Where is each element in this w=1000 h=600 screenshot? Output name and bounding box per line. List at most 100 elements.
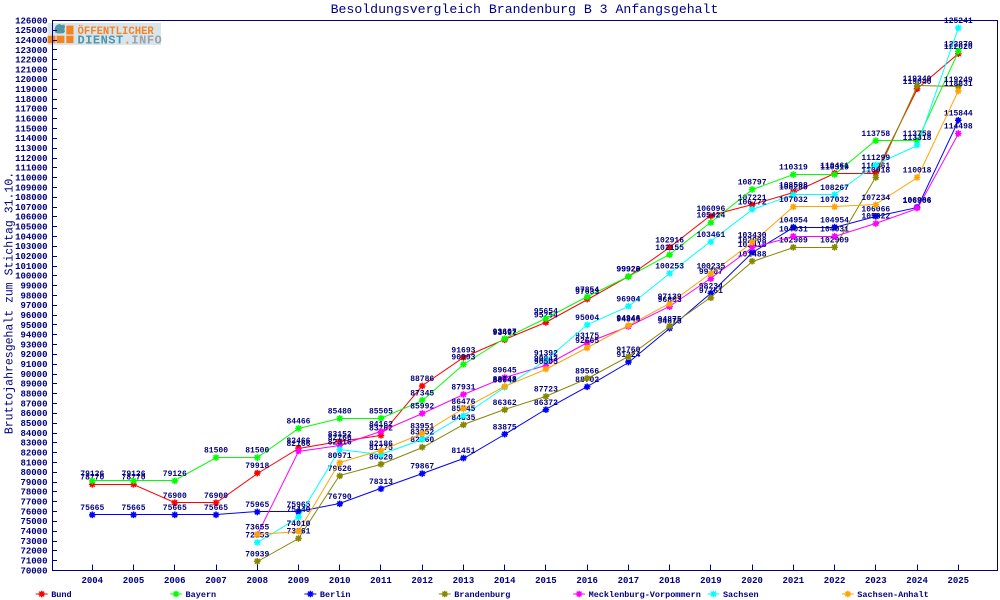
svg-text:120000: 120000: [15, 75, 47, 85]
svg-text:2022: 2022: [824, 576, 846, 586]
svg-text:2012: 2012: [411, 576, 433, 586]
svg-text:89000: 89000: [20, 380, 47, 390]
svg-text:DIENST.INFO: DIENST.INFO: [78, 34, 163, 48]
svg-text:106772: 106772: [738, 198, 767, 207]
svg-text:93607: 93607: [493, 328, 517, 337]
svg-text:103430: 103430: [738, 231, 767, 240]
svg-text:97000: 97000: [20, 301, 47, 311]
svg-text:108267: 108267: [820, 184, 849, 193]
svg-text:Brandenburg: Brandenburg: [454, 590, 510, 600]
svg-text:119340: 119340: [903, 75, 932, 84]
svg-text:89645: 89645: [493, 367, 517, 376]
svg-text:87000: 87000: [20, 399, 47, 409]
svg-text:79918: 79918: [245, 462, 269, 471]
svg-text:70939: 70939: [245, 550, 269, 559]
svg-text:105424: 105424: [696, 212, 725, 221]
svg-text:122620: 122620: [944, 43, 973, 52]
svg-text:Besoldungsvergleich Brandenbur: Besoldungsvergleich Brandenburg B 3 Anfa…: [331, 2, 719, 17]
svg-text:87931: 87931: [451, 383, 475, 392]
svg-text:98000: 98000: [20, 291, 47, 301]
svg-text:Mecklenburg-Vorpommern: Mecklenburg-Vorpommern: [589, 590, 701, 600]
svg-text:2008: 2008: [246, 576, 268, 586]
svg-text:106096: 106096: [696, 205, 725, 214]
svg-text:94875: 94875: [658, 315, 682, 324]
svg-text:2014: 2014: [494, 576, 516, 586]
svg-text:108508: 108508: [779, 181, 808, 190]
svg-text:82766: 82766: [328, 434, 352, 443]
svg-text:95654: 95654: [534, 308, 558, 317]
svg-text:79626: 79626: [328, 465, 352, 474]
svg-text:110319: 110319: [779, 164, 808, 173]
svg-text:113758: 113758: [861, 130, 890, 139]
svg-text:2017: 2017: [618, 576, 640, 586]
svg-text:121000: 121000: [15, 65, 47, 75]
svg-text:75665: 75665: [163, 504, 187, 513]
svg-text:90505: 90505: [534, 358, 558, 367]
svg-text:2018: 2018: [659, 576, 681, 586]
svg-text:104031: 104031: [779, 225, 808, 234]
svg-text:83951: 83951: [410, 423, 434, 432]
svg-text:99000: 99000: [20, 281, 47, 291]
svg-text:87345: 87345: [410, 389, 434, 398]
svg-text:97633: 97633: [575, 288, 599, 297]
svg-text:108280: 108280: [779, 184, 808, 193]
svg-text:113318: 113318: [903, 134, 932, 143]
svg-text:Bayern: Bayern: [186, 590, 217, 600]
svg-text:96863: 96863: [658, 296, 682, 305]
svg-text:78313: 78313: [369, 478, 393, 487]
svg-text:89566: 89566: [575, 367, 599, 376]
svg-text:77000: 77000: [20, 498, 47, 508]
svg-text:108000: 108000: [15, 193, 47, 203]
svg-text:100253: 100253: [655, 262, 684, 271]
svg-text:99920: 99920: [616, 266, 640, 275]
svg-text:110018: 110018: [861, 167, 890, 176]
svg-text:97761: 97761: [699, 287, 723, 296]
svg-text:117000: 117000: [15, 105, 47, 115]
svg-text:124000: 124000: [15, 36, 47, 46]
svg-text:Sachsen: Sachsen: [723, 590, 759, 600]
svg-text:110461: 110461: [820, 162, 849, 171]
svg-text:2021: 2021: [783, 576, 805, 586]
svg-text:106986: 106986: [903, 196, 932, 205]
svg-text:84000: 84000: [20, 429, 47, 439]
svg-text:76900: 76900: [163, 492, 187, 501]
svg-text:125241: 125241: [944, 17, 973, 26]
svg-text:79000: 79000: [20, 478, 47, 488]
svg-text:92665: 92665: [575, 337, 599, 346]
svg-text:126000: 126000: [15, 16, 47, 26]
svg-text:75965: 75965: [286, 501, 310, 510]
svg-text:107234: 107234: [861, 194, 890, 203]
svg-text:116000: 116000: [15, 115, 47, 125]
svg-text:85000: 85000: [20, 419, 47, 429]
svg-text:86372: 86372: [534, 399, 558, 408]
svg-text:102916: 102916: [655, 236, 684, 245]
svg-text:81000: 81000: [20, 458, 47, 468]
svg-text:91693: 91693: [451, 347, 475, 356]
svg-text:81500: 81500: [245, 447, 269, 456]
svg-text:115000: 115000: [15, 124, 47, 134]
svg-text:2011: 2011: [370, 576, 392, 586]
svg-text:2015: 2015: [535, 576, 557, 586]
svg-text:106000: 106000: [15, 213, 47, 223]
svg-text:Sachsen-Anhalt: Sachsen-Anhalt: [857, 590, 928, 600]
svg-text:76000: 76000: [20, 507, 47, 517]
svg-text:104954: 104954: [779, 216, 808, 225]
svg-text:104000: 104000: [15, 232, 47, 242]
svg-text:80000: 80000: [20, 468, 47, 478]
svg-text:102909: 102909: [820, 236, 849, 245]
svg-text:119040: 119040: [903, 78, 932, 87]
svg-text:79867: 79867: [410, 463, 434, 472]
svg-text:100235: 100235: [696, 263, 725, 272]
svg-text:74010: 74010: [286, 520, 310, 529]
svg-text:109000: 109000: [15, 183, 47, 193]
svg-text:2010: 2010: [329, 576, 351, 586]
svg-text:108797: 108797: [738, 179, 767, 188]
svg-text:87723: 87723: [534, 386, 558, 395]
svg-text:98234: 98234: [699, 282, 723, 291]
svg-text:86000: 86000: [20, 409, 47, 419]
svg-text:2023: 2023: [865, 576, 887, 586]
svg-text:107221: 107221: [738, 194, 767, 203]
svg-text:102000: 102000: [15, 252, 47, 262]
svg-text:75440: 75440: [286, 506, 310, 515]
svg-text:106066: 106066: [861, 205, 890, 214]
